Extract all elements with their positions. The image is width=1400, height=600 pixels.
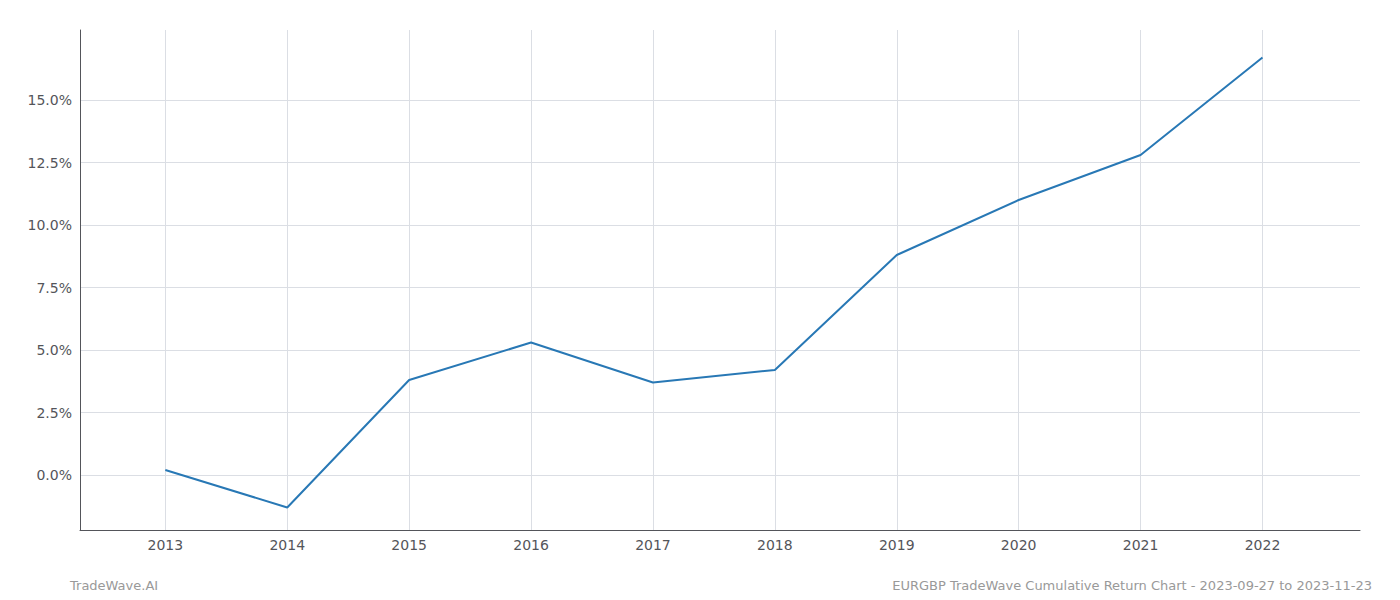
svg-text:TradeWave.AI: TradeWave.AI	[69, 578, 158, 593]
svg-text:0.0%: 0.0%	[36, 467, 72, 483]
svg-text:15.0%: 15.0%	[28, 92, 72, 108]
svg-text:12.5%: 12.5%	[28, 155, 72, 171]
svg-text:2017: 2017	[635, 537, 671, 553]
svg-text:2014: 2014	[269, 537, 305, 553]
svg-text:7.5%: 7.5%	[36, 280, 72, 296]
svg-text:2013: 2013	[148, 537, 184, 553]
svg-text:2019: 2019	[879, 537, 915, 553]
svg-text:2015: 2015	[391, 537, 427, 553]
svg-text:2020: 2020	[1001, 537, 1037, 553]
svg-text:10.0%: 10.0%	[28, 217, 72, 233]
svg-text:EURGBP TradeWave Cumulative Re: EURGBP TradeWave Cumulative Return Chart…	[892, 578, 1372, 593]
svg-text:2018: 2018	[757, 537, 793, 553]
svg-text:5.0%: 5.0%	[36, 342, 72, 358]
svg-text:2.5%: 2.5%	[36, 405, 72, 421]
svg-text:2021: 2021	[1123, 537, 1159, 553]
svg-text:2022: 2022	[1245, 537, 1281, 553]
svg-text:2016: 2016	[513, 537, 549, 553]
